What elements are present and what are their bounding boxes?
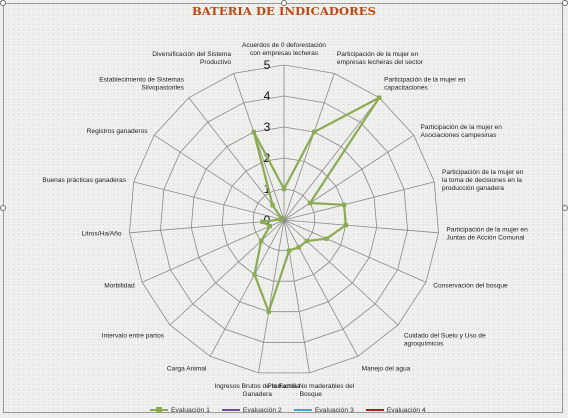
legend-marker (156, 407, 162, 413)
grid-spoke (233, 73, 285, 221)
tick-label: 1 (264, 182, 271, 196)
grid-spoke (258, 219, 285, 373)
legend-item: Evaluación 3 (293, 406, 354, 414)
series-layer (251, 95, 382, 314)
axis-label: Carga Animal (167, 365, 207, 372)
legend-label: Evaluación 1 (171, 406, 210, 414)
series-point (343, 222, 348, 228)
legend-label: Evaluación 2 (242, 406, 282, 414)
axis-label: Buenas prácticas ganaderas (42, 177, 126, 184)
tick-label: 0 (264, 213, 271, 227)
axis-label: Participación de la mujer en la toma de d… (442, 169, 524, 192)
series-point (296, 245, 301, 250)
series-point (259, 238, 264, 244)
series-point (270, 203, 275, 208)
grid-spoke (129, 219, 285, 234)
legend: Evaluación 1 Evaluación 2 Evaluación 3 Eval… (150, 404, 426, 416)
grid-spoke (283, 181, 435, 221)
axis-label: Registros ganaderos (87, 128, 149, 135)
series-point (324, 236, 329, 241)
series-point (267, 224, 272, 229)
legend-label: Evaluación 4 (386, 406, 426, 414)
tick-label: 4 (264, 89, 271, 103)
axis-label: Productos No maderables del Bosque (267, 383, 354, 398)
series-point (260, 219, 265, 224)
grid-spoke (283, 219, 399, 326)
axis-label: Intervalo entre partos (102, 332, 165, 339)
axis-label: Participación de la mujer en capacitacion… (384, 76, 466, 91)
grid-spoke (133, 181, 285, 221)
series-point (252, 272, 257, 277)
series-point (377, 95, 382, 100)
grid-spoke (283, 97, 380, 221)
grid-spoke (283, 219, 427, 283)
grid-spoke (209, 219, 285, 357)
axis-label: Conservación del bosque (433, 283, 508, 290)
tick-label: 3 (264, 120, 271, 134)
legend-swatch (365, 409, 384, 411)
series-point (341, 202, 347, 207)
series-point (286, 248, 292, 253)
grid-spoke (169, 219, 285, 326)
chart-title: BATERIA DE INDICADORES (191, 4, 377, 18)
legend-swatch (221, 409, 240, 411)
series-point (266, 309, 271, 314)
axis-label: Diversificación del Sistema Productivo (152, 51, 231, 66)
series-point (251, 129, 256, 135)
axis-label: Ingresos Brutos de la Familia Ganadera (215, 383, 301, 398)
grid-spoke (153, 134, 285, 221)
grid-spoke (188, 97, 285, 221)
legend-item: Evaluación 2 (221, 406, 282, 414)
series-point (307, 200, 313, 206)
legend-swatch (293, 409, 312, 411)
axis-labels: Acuerdos de 0 deforestación con empresas … (42, 42, 528, 398)
axis-label: Participación de la mujer en empresas lec… (337, 51, 424, 66)
series-point (279, 216, 284, 221)
grid-spoke (283, 219, 310, 373)
grid-spoke (141, 219, 285, 283)
series-point (281, 186, 287, 192)
axis-label: Manejo del agua (362, 365, 411, 372)
legend-label: Evaluación 3 (314, 406, 354, 414)
axis-label: Litros/Ha/Año (82, 231, 122, 238)
grid-ring-5 (129, 64, 439, 374)
grid-ring-2 (221, 157, 347, 282)
series-point (312, 129, 317, 135)
legend-item: Evaluación 1 (150, 407, 210, 414)
grid-spoke (283, 134, 415, 221)
grid-spoke (283, 219, 359, 357)
axis-label: Participación de la mujer en Asociaciones… (421, 124, 503, 139)
resize-handle-left[interactable] (0, 205, 6, 211)
grid-ring-3 (190, 126, 378, 313)
tick-label: 5 (264, 58, 271, 72)
grid-ring-4 (159, 95, 409, 343)
axis-label: Acuerdos de 0 deforestación con empresas … (242, 42, 326, 57)
axis-label: Establecimiento de Sistemas Silvopastoril… (99, 76, 184, 91)
axis-label: Morbilidad (104, 283, 135, 290)
resize-handle-top-left[interactable] (0, 0, 6, 6)
axis-label: Participación de la mujer en Juntas de Ac… (446, 227, 528, 242)
legend-swatch (150, 407, 168, 413)
resize-handle-top[interactable] (281, 0, 287, 6)
series-point (304, 238, 309, 244)
radar-grid (129, 64, 439, 374)
axis-label: Cuidado del Suelo y Uso de agroquímicos (404, 332, 486, 347)
grid-spoke (283, 73, 335, 221)
legend-item: Evaluación 4 (365, 406, 426, 414)
grid-spoke (283, 219, 439, 234)
